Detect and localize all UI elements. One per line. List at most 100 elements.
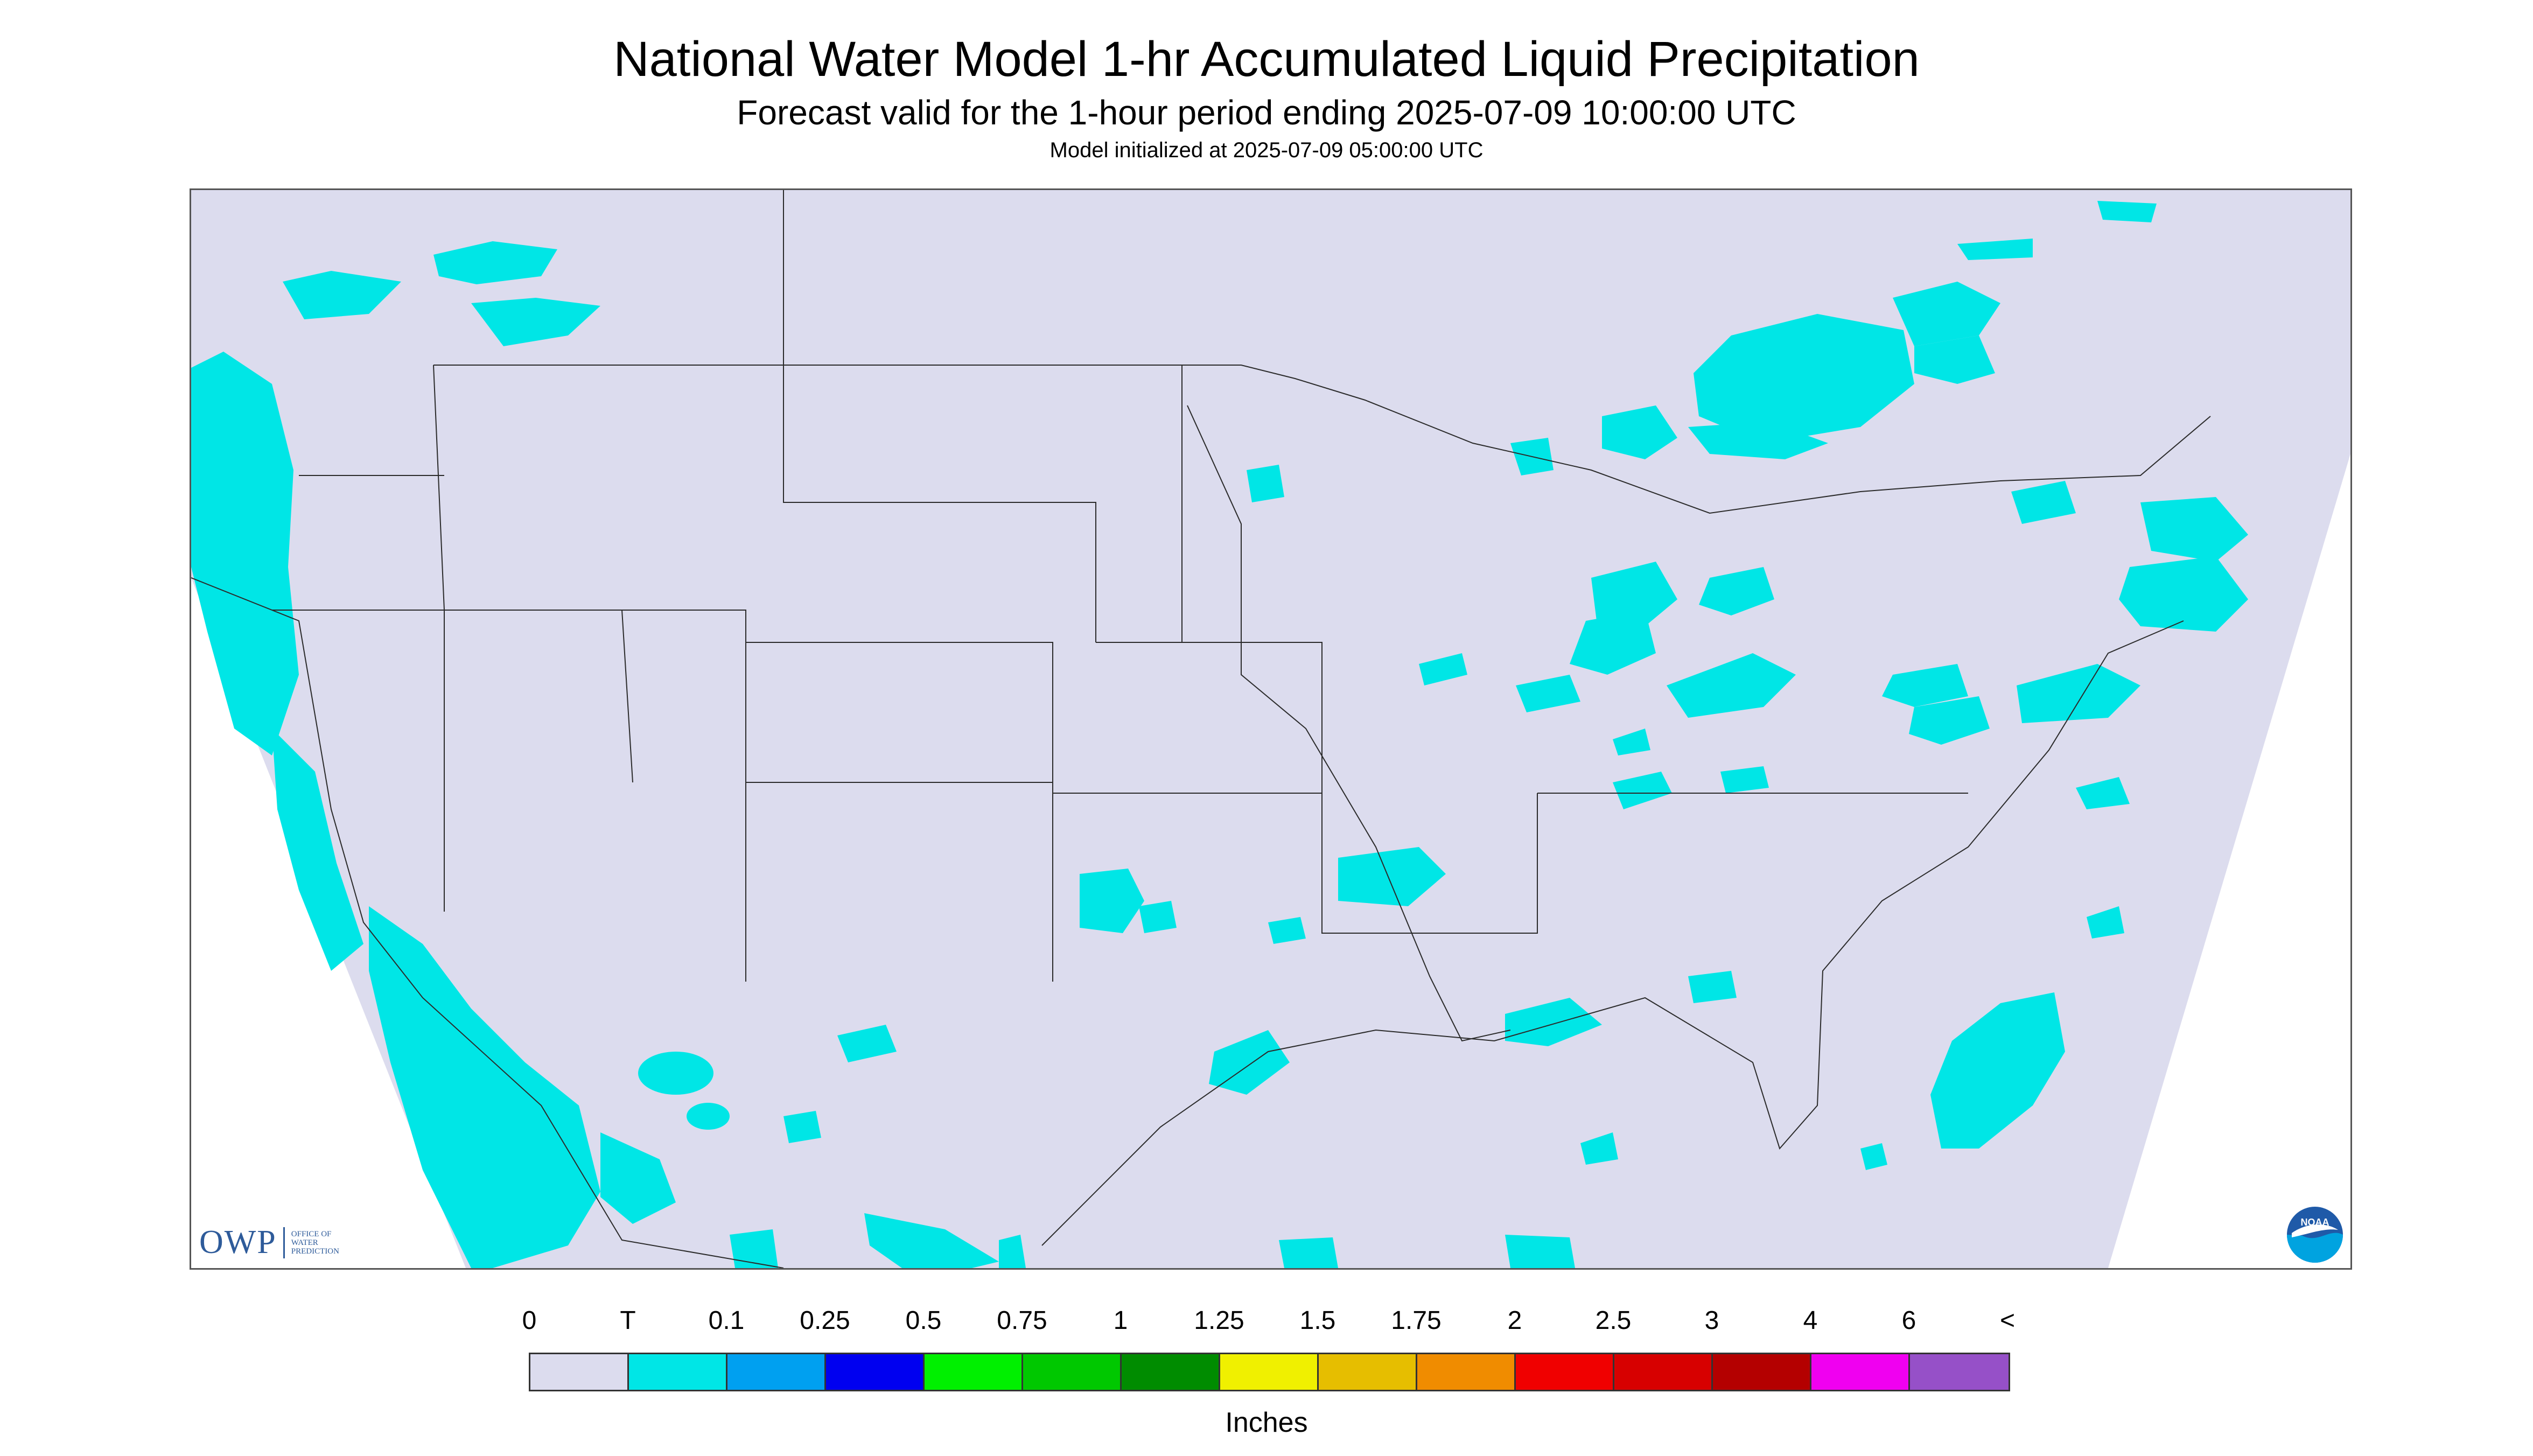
coastline	[191, 577, 2184, 1268]
legend-swatch	[629, 1354, 727, 1390]
precip-area	[1688, 422, 1828, 459]
legend-swatch	[826, 1354, 925, 1390]
precip-area	[730, 1229, 778, 1268]
precip-area	[2017, 664, 2140, 723]
legend-tick-label: 0	[522, 1306, 537, 1335]
legend-tick-label: 1	[1113, 1306, 1128, 1335]
precip-area	[1893, 282, 2000, 346]
map-subtitle: Forecast valid for the 1-hour period end…	[737, 93, 1796, 132]
precip-area	[837, 1025, 897, 1062]
owp-text: Office of Water Prediction	[291, 1229, 339, 1256]
legend-swatch	[530, 1354, 629, 1390]
precip-area	[638, 1052, 713, 1095]
precip-area	[1613, 729, 1650, 755]
color-legend-bar	[529, 1353, 2010, 1391]
precip-area	[369, 906, 600, 1268]
owp-mark: OWP	[199, 1224, 277, 1261]
model-domain	[191, 190, 2350, 1268]
legend-swatch	[1713, 1354, 1811, 1390]
precip-area	[1957, 239, 2033, 260]
precip-area	[1080, 869, 1144, 933]
precip-area	[2011, 481, 2076, 524]
precip-area	[2119, 556, 2248, 632]
precip-area	[1139, 901, 1177, 933]
legend-swatch	[727, 1354, 826, 1390]
precip-area	[1268, 917, 1306, 944]
precip-area	[1516, 675, 1580, 712]
precip-area	[1338, 847, 1446, 906]
precip-area	[1613, 772, 1672, 809]
precip-area	[1882, 664, 1968, 707]
legend-swatch	[1122, 1354, 1220, 1390]
legend-swatch	[1220, 1354, 1319, 1390]
legend-swatch	[1910, 1354, 2009, 1390]
legend-tick-label: 1.75	[1391, 1306, 1442, 1335]
legend-tick-label: 0.75	[997, 1306, 1047, 1335]
map-title: National Water Model 1-hr Accumulated Li…	[613, 32, 1920, 87]
precip-area	[999, 1235, 1026, 1268]
owp-logo: OWP Office of Water Prediction	[199, 1223, 339, 1262]
precip-area	[471, 298, 600, 346]
precip-area	[1667, 653, 1796, 718]
precip-area	[2097, 201, 2157, 222]
precip-area	[191, 352, 299, 755]
legend-tick-label: 2	[1507, 1306, 1522, 1335]
legend-tick-label: 0.5	[905, 1306, 942, 1335]
precip-area	[1720, 766, 1769, 793]
precip-area	[2140, 497, 2248, 562]
legend-tick-label: 0.1	[708, 1306, 745, 1335]
legend-tick-label: 0.25	[800, 1306, 850, 1335]
precip-area	[2087, 906, 2124, 939]
precipitation-map	[190, 188, 2352, 1270]
precip-area	[1570, 610, 1656, 675]
precip-area	[1419, 653, 1467, 685]
precip-area	[1699, 567, 1774, 615]
legend-tick-label: T	[620, 1306, 636, 1335]
legend-units-label: Inches	[1225, 1407, 1308, 1438]
legend-tick-labels: 0 T 0.1 0.25 0.5 0.75 1 1.25 1.5 1.75 2 2.5 3 4 6 <	[0, 1306, 2533, 1338]
precip-area	[1505, 1235, 1575, 1268]
precip-area	[1247, 465, 1284, 502]
svg-text:NOAA: NOAA	[2301, 1217, 2329, 1228]
precip-area	[1602, 405, 1677, 459]
precip-area	[2076, 777, 2130, 809]
legend-swatch	[1417, 1354, 1516, 1390]
precip-area	[1591, 562, 1677, 626]
legend-swatch	[1023, 1354, 1122, 1390]
precip-area	[687, 1103, 730, 1130]
legend-tick-label: 6	[1901, 1306, 1916, 1335]
legend-tick-label: 3	[1704, 1306, 1719, 1335]
precip-area	[1930, 992, 2065, 1149]
precip-area	[1688, 971, 1737, 1003]
precip-area	[283, 271, 401, 319]
legend-tick-label: 1.25	[1194, 1306, 1244, 1335]
precip-area	[1909, 696, 1990, 745]
state-line	[1187, 405, 1511, 1042]
precip-area	[433, 241, 557, 284]
legend-swatch	[1319, 1354, 1417, 1390]
model-init-line: Model initialized at 2025-07-09 05:00:00…	[1049, 138, 1484, 162]
legend-swatch	[1614, 1354, 1713, 1390]
precip-area	[1694, 314, 1914, 443]
precip-area	[1505, 998, 1602, 1046]
logo-divider	[283, 1227, 285, 1258]
noaa-logo: NOAA	[2287, 1207, 2343, 1263]
precip-area	[272, 729, 363, 971]
precip-area	[600, 1132, 676, 1224]
precip-area	[864, 1213, 999, 1268]
legend-tick-label: 4	[1803, 1306, 1818, 1335]
precip-area	[1580, 1132, 1618, 1165]
precip-area	[1914, 335, 1995, 384]
state-boundaries	[191, 190, 2211, 1268]
precip-area	[1279, 1237, 1338, 1268]
legend-swatch	[925, 1354, 1023, 1390]
legend-swatch	[1516, 1354, 1614, 1390]
legend-swatch	[1811, 1354, 1910, 1390]
precipitation-areas	[191, 201, 2248, 1268]
precip-area	[783, 1111, 821, 1143]
precip-area	[1860, 1143, 1887, 1170]
legend-tick-label: 2.5	[1595, 1306, 1632, 1335]
legend-tick-label: <	[1999, 1306, 2016, 1335]
state-line	[272, 365, 1968, 982]
legend-tick-label: 1.5	[1299, 1306, 1336, 1335]
